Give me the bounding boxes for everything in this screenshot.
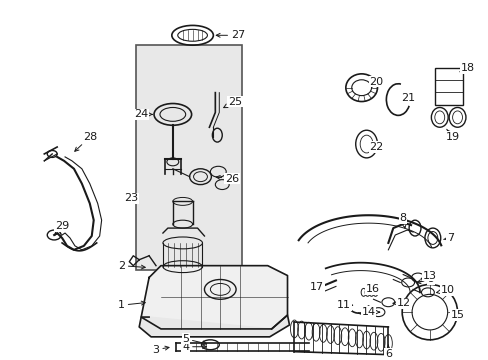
Bar — [136, 45, 242, 270]
Text: 2: 2 — [118, 261, 145, 271]
Text: 16: 16 — [365, 284, 379, 294]
Text: 15: 15 — [449, 310, 464, 320]
Text: 14: 14 — [361, 307, 379, 317]
Text: 28: 28 — [75, 132, 97, 151]
Text: 12: 12 — [392, 298, 410, 308]
Text: 13: 13 — [420, 271, 436, 280]
Text: 1: 1 — [118, 300, 145, 310]
Bar — [434, 68, 462, 105]
Text: 20: 20 — [368, 77, 383, 87]
Text: 5: 5 — [182, 334, 206, 345]
Text: 6: 6 — [384, 345, 391, 359]
Text: 25: 25 — [223, 96, 242, 108]
Text: 26: 26 — [216, 174, 239, 184]
Text: 11: 11 — [336, 300, 352, 310]
Text: 4: 4 — [182, 342, 206, 352]
Text: 18: 18 — [459, 63, 473, 73]
Text: 22: 22 — [368, 142, 383, 152]
Text: 8: 8 — [399, 213, 406, 228]
Text: 7: 7 — [443, 233, 453, 243]
Text: 9: 9 — [416, 274, 433, 284]
Polygon shape — [139, 315, 289, 337]
Text: 29: 29 — [55, 221, 69, 235]
Text: 27: 27 — [216, 30, 244, 40]
Text: 24: 24 — [134, 109, 152, 120]
Text: 23: 23 — [124, 193, 138, 203]
Text: 10: 10 — [436, 285, 454, 295]
Text: 3: 3 — [152, 345, 169, 355]
Polygon shape — [141, 266, 287, 329]
Text: 21: 21 — [400, 93, 414, 103]
Text: 19: 19 — [445, 129, 459, 142]
Text: 17: 17 — [309, 282, 324, 292]
